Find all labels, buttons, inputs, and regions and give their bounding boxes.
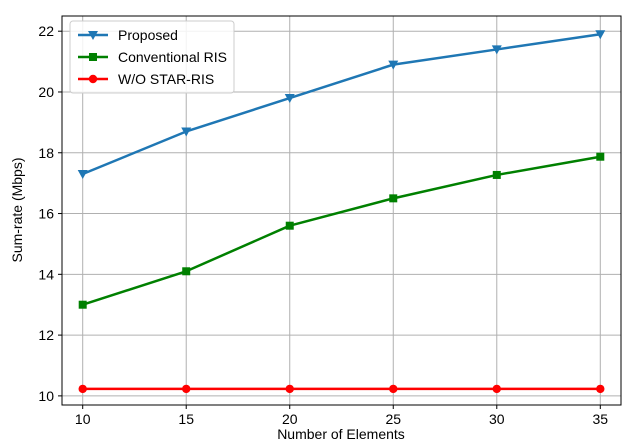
data-point <box>596 152 605 161</box>
legend-item: Proposed <box>78 27 178 43</box>
series-2 <box>78 384 605 394</box>
y-tick-label: 22 <box>38 23 54 39</box>
y-tick-label: 16 <box>38 206 54 222</box>
plot-frame <box>61 15 622 406</box>
series-1 <box>78 152 605 309</box>
x-tick-label: 25 <box>385 411 401 427</box>
legend-item: Conventional RIS <box>78 49 227 65</box>
data-point <box>595 30 606 40</box>
legend-marker <box>88 31 98 40</box>
y-tick-label: 18 <box>38 145 54 161</box>
x-tick-label: 20 <box>282 411 298 427</box>
data-point <box>388 60 399 70</box>
data-point <box>285 384 294 394</box>
series-line <box>82 155 601 306</box>
legend-marker <box>88 74 98 84</box>
data-point <box>389 194 398 203</box>
data-point <box>181 127 192 137</box>
x-axis-label: Number of Elements <box>277 426 405 442</box>
data-point <box>389 384 398 394</box>
data-point <box>78 300 87 309</box>
x-tick-label: 35 <box>593 411 609 427</box>
data-point <box>182 384 191 394</box>
y-tick-label: 20 <box>38 84 54 100</box>
legend-marker <box>89 53 97 61</box>
data-point <box>182 267 191 276</box>
data-point <box>77 170 88 180</box>
y-axis-label: Sum-rate (Mbps) <box>9 157 25 262</box>
data-point <box>284 94 295 104</box>
x-tick-label: 10 <box>75 411 91 427</box>
data-point <box>491 45 502 55</box>
data-point <box>596 384 605 394</box>
data-point <box>492 170 501 179</box>
data-point <box>78 384 87 394</box>
y-tick-label: 12 <box>38 327 54 343</box>
x-tick-label: 30 <box>489 411 505 427</box>
data-point <box>492 384 501 394</box>
legend-box <box>69 20 235 94</box>
series-0 <box>77 30 606 180</box>
ticks: 10 15 20 25 30 35 10 12 14 16 18 20 22 <box>38 23 608 427</box>
series-line <box>82 32 601 176</box>
legend: Proposed Conventional RIS W/O STAR-RIS <box>69 20 235 94</box>
series-lines <box>77 30 606 394</box>
y-tick-label: 14 <box>38 266 54 282</box>
legend-label: Proposed <box>118 27 178 43</box>
y-tick-label: 10 <box>38 388 54 404</box>
grid <box>62 16 621 405</box>
legend-item: W/O STAR-RIS <box>78 71 214 87</box>
x-tick-label: 15 <box>178 411 194 427</box>
legend-label: Conventional RIS <box>118 49 227 65</box>
legend-label: W/O STAR-RIS <box>118 71 214 87</box>
data-point <box>285 221 294 230</box>
